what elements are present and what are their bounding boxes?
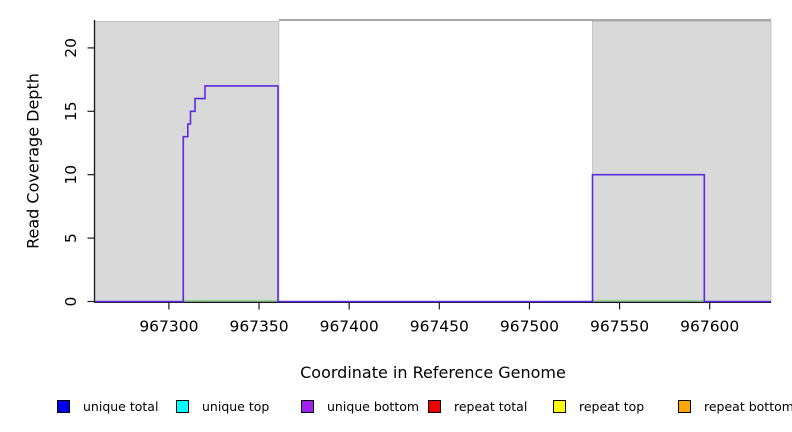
legend-label-unique-top: unique top (202, 399, 270, 414)
legend-item-repeat-top: repeat top (553, 399, 644, 414)
x-tick-label: 967550 (590, 318, 649, 336)
legend-swatch-repeat-total (428, 400, 441, 413)
x-tick-label: 967600 (680, 318, 739, 336)
x-axis-label: Coordinate in Reference Genome (300, 363, 566, 382)
legend-swatch-unique-total (57, 400, 70, 413)
x-tick-label: 967500 (500, 318, 559, 336)
x-tick-label: 967400 (320, 318, 379, 336)
x-tick-label: 967300 (139, 318, 198, 336)
legend-item-unique-bottom: unique bottom (301, 399, 419, 414)
y-axis-label: Read Coverage Depth (23, 73, 43, 249)
x-tick-label: 967350 (229, 318, 288, 336)
y-tick-label: 0 (62, 297, 80, 307)
legend-swatch-repeat-bottom (678, 400, 691, 413)
legend-swatch-repeat-top (553, 400, 566, 413)
plot-area: 0 5 10 15 20 967300 967350 967400 967450 967500 96… (62, 19, 772, 336)
legend-item-repeat-total: repeat total (428, 399, 527, 414)
y-tick-label: 15 (62, 101, 80, 121)
legend-label-repeat-top: repeat top (579, 399, 645, 414)
legend-label-unique-bottom: unique bottom (327, 399, 420, 414)
legend-swatch-unique-top (176, 400, 189, 413)
legend-label-repeat-total: repeat total (454, 399, 528, 414)
shaded-region-0 (94, 21, 280, 303)
shaded-region-1 (592, 21, 772, 303)
legend-label-repeat-bottom: repeat bottom (704, 399, 792, 414)
legend-item-unique-top: unique top (176, 399, 269, 414)
legend-item-repeat-bottom: repeat bottom (678, 399, 792, 414)
legend-item-unique-total: unique total (57, 399, 158, 414)
y-tick-label: 5 (62, 233, 80, 243)
x-tick-label: 967450 (410, 318, 469, 336)
y-tick-label: 20 (62, 38, 80, 58)
coverage-line-unique-bottom (95, 85, 771, 303)
y-tick-label: 10 (62, 165, 80, 185)
legend-swatch-unique-bottom (301, 400, 314, 413)
legend-label-unique-total: unique total (83, 399, 159, 414)
